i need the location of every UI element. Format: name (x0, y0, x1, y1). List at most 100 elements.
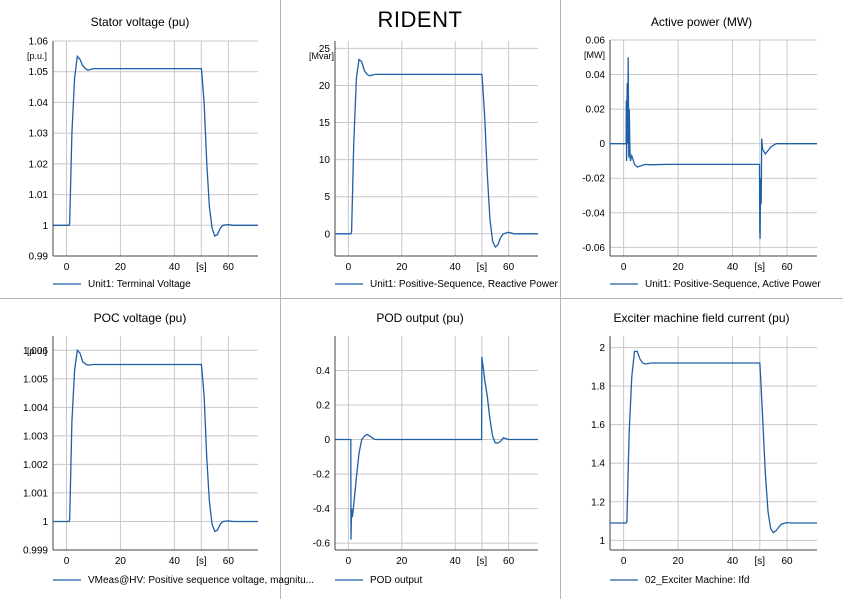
y-tick-label: 25 (319, 44, 331, 55)
x-tick-label: 0 (621, 262, 627, 273)
chart-2: 0 20 40 60 [s] 0 5 10 15 20 25[Mvar] Unit1: Positiv… (309, 41, 559, 290)
y-tick-label: 1.002 (23, 460, 48, 471)
y-tick-label: 1.04 (29, 98, 49, 109)
page-title: RIDENT (377, 7, 463, 32)
chart-title-active-power: Active power (MW) (650, 15, 753, 29)
x-axis-label: [s] (477, 262, 488, 273)
legend-label: Unit1: Positive-Sequence, Active Power (645, 279, 821, 290)
y-tick-label: 1.03 (29, 129, 49, 140)
divider-horizontal (0, 298, 843, 299)
x-tick-label: 60 (223, 556, 235, 567)
y-tick-label: 0.4 (316, 366, 330, 377)
x-tick-label: 20 (396, 262, 408, 273)
x-tick-label: 60 (781, 262, 793, 273)
y-axis-label: [MW] (584, 50, 605, 60)
x-axis-label: [s] (196, 556, 207, 567)
x-tick-label: 60 (781, 556, 793, 567)
y-tick-label: 1 (42, 517, 48, 528)
chart-title-exciter-field-current: Exciter machine field current (pu) (613, 311, 790, 325)
series-line (53, 348, 258, 533)
y-tick-label: -0.02 (582, 174, 605, 185)
y-tick-label: 0.04 (586, 70, 606, 81)
divider-vertical-left (280, 0, 281, 599)
y-tick-label: -0.4 (313, 504, 331, 515)
y-tick-label: 0.2 (316, 401, 330, 412)
legend-label: VMeas@HV: Positive sequence voltage, mag… (88, 575, 314, 586)
x-tick-label: 20 (115, 556, 127, 567)
x-tick-label: 0 (64, 262, 70, 273)
x-tick-label: 40 (169, 262, 181, 273)
y-tick-label: 0 (324, 229, 330, 240)
x-tick-label: 20 (673, 262, 685, 273)
x-tick-label: 20 (115, 262, 127, 273)
chart-3: 0 20 40 60 [s] -0.06 -0.04 -0.02 0 0.02 0.04 0.06 [M… (582, 36, 821, 291)
legend-label: Unit1: Terminal Voltage (88, 279, 191, 290)
legend-label: Unit1: Positive-Sequence, Reactive Power (370, 279, 559, 290)
chart-1: 0 20 40 60 [s] 0.99 1 1.01 1.02 1.03 1.04 1.05 1.06 [… (27, 37, 258, 290)
y-tick-label: 1.001 (23, 488, 48, 499)
y-tick-label: 0.99 (29, 252, 49, 263)
series-line (335, 58, 538, 249)
chart-4: 0 20 40 60 [s] 0.999 1 1.001 1.002 1.003 1.004 1.00… (23, 336, 314, 586)
y-axis-label: [Mvar] (309, 51, 334, 61)
x-tick-label: 60 (503, 262, 515, 273)
chart-6: 0 20 40 60 [s] 1 1.2 1.4 1.6 1.8 2 02_Exciter Machi… (591, 336, 817, 586)
chart-title-pod-output: POD output (pu) (376, 311, 464, 325)
x-tick-label: 40 (727, 556, 739, 567)
y-tick-label: -0.06 (582, 243, 605, 254)
x-axis-label: [s] (755, 262, 766, 273)
y-tick-label: 1 (599, 536, 605, 547)
y-tick-label: 20 (319, 81, 331, 92)
x-tick-label: 0 (346, 262, 352, 273)
y-tick-label: 0 (599, 139, 605, 150)
y-tick-label: 0.02 (586, 105, 606, 116)
x-axis-label: [s] (755, 556, 766, 567)
y-axis-label: [p.u.] (27, 51, 47, 61)
y-tick-label: 1.005 (23, 374, 48, 385)
y-tick-label: 1.8 (591, 382, 605, 393)
x-tick-label: 60 (223, 262, 235, 273)
y-tick-label: 1.004 (23, 403, 48, 414)
y-tick-label: 2 (599, 343, 605, 354)
y-tick-label: 5 (324, 192, 330, 203)
chart-title-stator-voltage: Stator voltage (pu) (90, 15, 190, 29)
x-tick-label: 0 (346, 556, 352, 567)
y-tick-label: -0.2 (313, 470, 331, 481)
legend-label: POD output (370, 575, 422, 586)
x-axis-label: [s] (477, 556, 488, 567)
x-axis-label: [s] (196, 262, 207, 273)
series-line (53, 54, 258, 237)
series-line (610, 57, 817, 239)
y-tick-label: 1.4 (591, 459, 605, 470)
x-tick-label: 0 (621, 556, 627, 567)
y-tick-label: 1.06 (29, 37, 49, 48)
x-tick-label: 40 (450, 262, 462, 273)
y-axis-label: [p.u.] (27, 346, 47, 356)
y-tick-label: 1.02 (29, 159, 49, 170)
series-line (610, 350, 817, 534)
x-tick-label: 40 (169, 556, 181, 567)
series-line (335, 356, 538, 540)
legend-label: 02_Exciter Machine: Ifd (645, 575, 750, 586)
y-tick-label: 0.999 (23, 546, 48, 557)
y-tick-label: 15 (319, 118, 331, 129)
y-tick-label: -0.04 (582, 208, 605, 219)
x-tick-label: 0 (64, 556, 70, 567)
x-tick-label: 60 (503, 556, 515, 567)
x-tick-label: 40 (450, 556, 462, 567)
y-tick-label: -0.6 (313, 539, 331, 550)
y-tick-label: 1.006 (23, 346, 48, 357)
y-tick-label: 10 (319, 155, 331, 166)
y-tick-label: 1.6 (591, 420, 605, 431)
y-tick-label: 1 (42, 221, 48, 232)
y-tick-label: 1.003 (23, 431, 48, 442)
x-tick-label: 20 (396, 556, 408, 567)
y-tick-label: 0 (324, 435, 330, 446)
y-tick-label: 1.05 (29, 67, 49, 78)
x-tick-label: 20 (673, 556, 685, 567)
y-tick-label: 0.06 (586, 36, 606, 47)
chart-title-poc-voltage: POC voltage (pu) (93, 311, 187, 325)
y-tick-label: 1.01 (29, 190, 49, 201)
